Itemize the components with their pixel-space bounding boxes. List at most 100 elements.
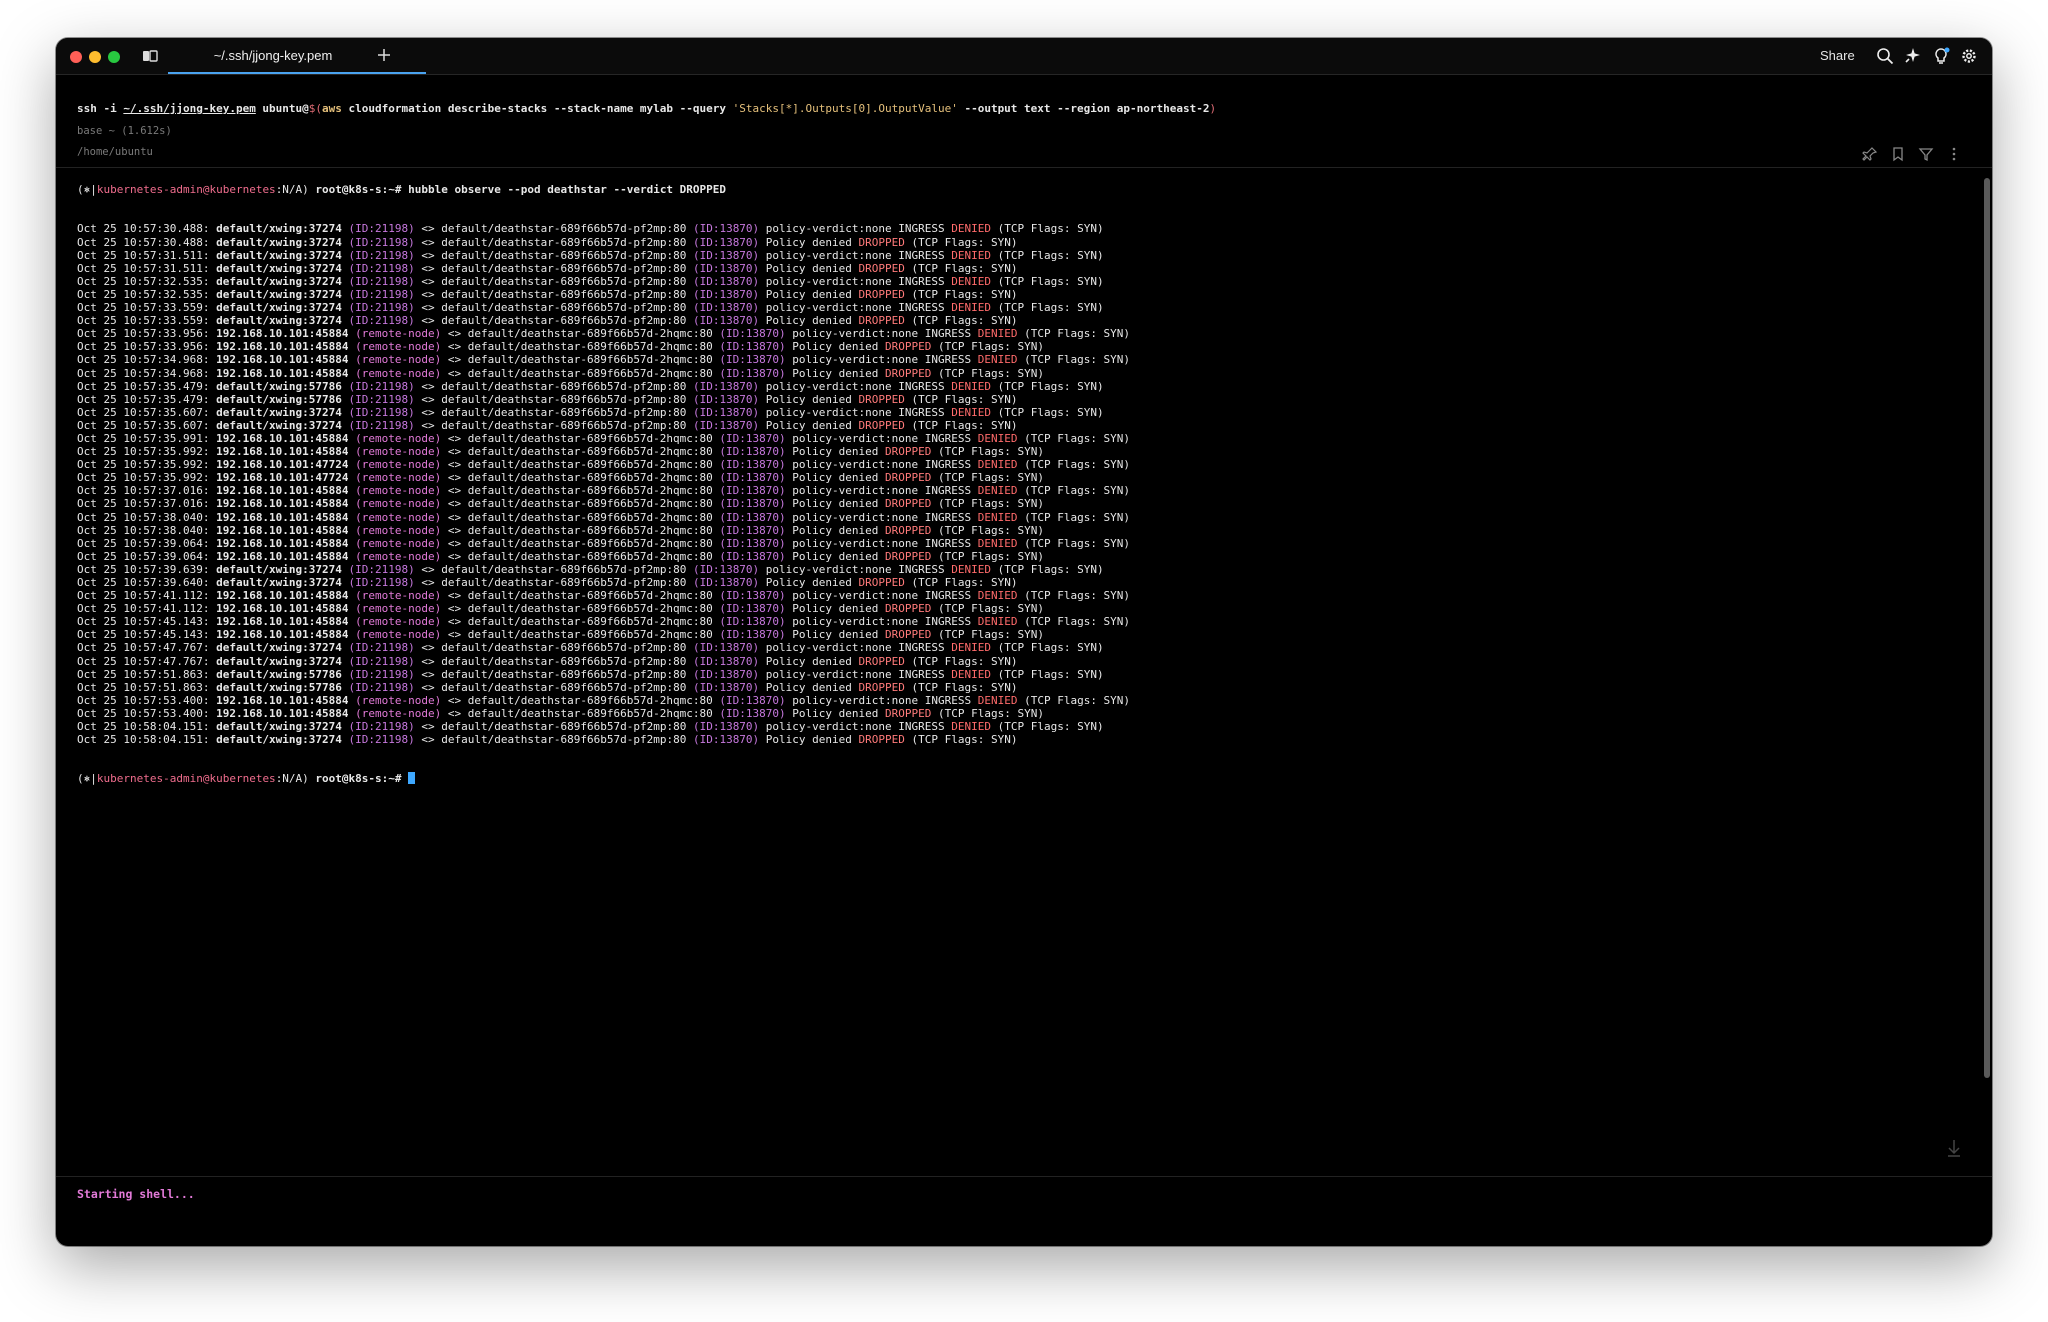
log-source: 192.168.10.101:45884 (216, 340, 349, 354)
log-arrow: <> (441, 471, 468, 485)
log-arrow: <> (441, 602, 468, 616)
log-destination: default/deathstar-689f66b57d-pf2mp:80 (441, 261, 687, 275)
log-arrow: <> (414, 248, 442, 262)
log-flags: (TCP Flags: SYN) (931, 549, 1044, 563)
prompt-line-current[interactable]: (⎈|kubernetes-admin@kubernetes:N/A) root… (77, 772, 1130, 785)
log-line: Oct 25 10:57:53.400: 192.168.10.101:4588… (77, 707, 1130, 720)
log-destination: default/deathstar-689f66b57d-2hqmc:80 (467, 458, 713, 472)
log-line: Oct 25 10:57:35.607: default/xwing:37274… (77, 419, 1130, 432)
new-tab-button[interactable] (374, 46, 394, 66)
pin-icon[interactable] (1862, 146, 1878, 164)
log-verdict: DROPPED (885, 706, 932, 720)
log-destination: default/deathstar-689f66b57d-2hqmc:80 (467, 497, 713, 511)
log-destination: default/deathstar-689f66b57d-pf2mp:80 (441, 274, 687, 288)
more-icon[interactable] (1946, 146, 1962, 164)
log-flags: (TCP Flags: SYN) (991, 720, 1104, 734)
log-flags: (TCP Flags: SYN) (931, 445, 1044, 459)
log-line: Oct 25 10:57:51.863: default/xwing:57786… (77, 681, 1130, 694)
log-verdict-pre: Policy denied (759, 680, 859, 694)
scrollbar[interactable] (1984, 178, 1990, 1078)
log-flags: (TCP Flags: SYN) (991, 667, 1104, 681)
log-line: Oct 25 10:58:04.151: default/xwing:37274… (77, 720, 1130, 733)
log-destination-identity: (ID:13870) (719, 458, 786, 472)
log-source-identity: (remote-node) (355, 706, 442, 720)
log-timestamp: Oct 25 10:57:47.767: (77, 641, 210, 655)
gear-icon[interactable] (1960, 47, 1978, 65)
input-area[interactable] (56, 1176, 1992, 1246)
log-destination: default/deathstar-689f66b57d-2hqmc:80 (467, 615, 713, 629)
log-destination-identity: (ID:13870) (719, 340, 786, 354)
cmd-args: cloudformation describe-stacks --stack-n… (341, 102, 733, 115)
log-timestamp: Oct 25 10:57:45.143: (77, 615, 210, 629)
log-line: Oct 25 10:57:33.559: default/xwing:37274… (77, 314, 1130, 327)
log-verdict: DROPPED (885, 602, 932, 616)
log-line: Oct 25 10:57:35.479: default/xwing:57786… (77, 393, 1130, 406)
log-verdict: DENIED (951, 222, 991, 236)
log-flags: (TCP Flags: SYN) (991, 248, 1104, 262)
log-destination: default/deathstar-689f66b57d-pf2mp:80 (441, 562, 687, 576)
log-source: default/xwing:37274 (216, 641, 342, 655)
prompt-open: (⎈| (77, 183, 97, 197)
log-destination: default/deathstar-689f66b57d-2hqmc:80 (467, 589, 713, 603)
kube-namespace: :N/A) (275, 772, 309, 786)
plus-icon (378, 49, 390, 61)
command-block-ssh[interactable]: base ~ (1.612s) (56, 75, 1992, 168)
log-verdict-pre: policy-verdict:none INGRESS (785, 536, 978, 550)
ssh-command: ssh -i ~/.ssh/jjong-key.pem ubuntu@$(aws… (77, 102, 1216, 115)
prompt-line: (⎈|kubernetes-admin@kubernetes:N/A) root… (77, 183, 1130, 196)
log-verdict-pre: Policy denied (759, 576, 859, 589)
log-timestamp: Oct 25 10:57:35.992: (77, 458, 210, 472)
log-destination: default/deathstar-689f66b57d-2hqmc:80 (467, 549, 713, 563)
log-verdict: DENIED (951, 641, 991, 655)
log-arrow: <> (414, 720, 442, 734)
log-verdict-pre: policy-verdict:none INGRESS (759, 405, 952, 419)
close-window-button[interactable] (70, 51, 82, 63)
log-arrow: <> (414, 654, 442, 668)
log-timestamp: Oct 25 10:57:34.968: (77, 366, 210, 380)
maximize-window-button[interactable] (108, 51, 120, 63)
terminal-output[interactable]: (⎈|kubernetes-admin@kubernetes:N/A) root… (77, 157, 1130, 812)
log-destination-identity: (ID:13870) (692, 301, 760, 315)
log-source: default/xwing:37274 (216, 562, 342, 576)
log-line: Oct 25 10:57:41.112: 192.168.10.101:4588… (77, 589, 1130, 602)
log-destination-identity: (ID:13870) (719, 497, 786, 511)
log-source: 192.168.10.101:45884 (216, 497, 349, 511)
jump-to-bottom-icon[interactable] (1946, 1138, 1962, 1158)
minimize-window-button[interactable] (89, 51, 101, 63)
log-destination: default/deathstar-689f66b57d-2hqmc:80 (467, 340, 713, 354)
log-verdict-pre: policy-verdict:none INGRESS (785, 353, 978, 367)
log-source-identity: (ID:21198) (348, 680, 415, 694)
log-destination: default/deathstar-689f66b57d-pf2mp:80 (441, 680, 687, 694)
panes-icon[interactable] (142, 49, 158, 63)
log-flags: (TCP Flags: SYN) (1017, 510, 1131, 524)
sparkle-icon[interactable] (1904, 47, 1922, 65)
log-arrow: <> (441, 484, 468, 498)
share-button[interactable]: Share (1820, 48, 1855, 63)
log-source-identity: (ID:21198) (348, 235, 415, 249)
log-source-identity: (remote-node) (355, 510, 442, 524)
log-source-identity: (ID:21198) (348, 314, 415, 328)
log-source-identity: (remote-node) (355, 431, 442, 445)
log-line: Oct 25 10:57:47.767: default/xwing:37274… (77, 655, 1130, 668)
log-line: Oct 25 10:57:39.064: 192.168.10.101:4588… (77, 537, 1130, 550)
log-verdict: DENIED (977, 353, 1018, 367)
filter-icon[interactable] (1918, 146, 1934, 164)
log-arrow: <> (441, 549, 468, 563)
log-line: Oct 25 10:57:33.956: 192.168.10.101:4588… (77, 327, 1130, 340)
log-arrow: <> (414, 405, 442, 419)
log-source-identity: (ID:21198) (348, 562, 415, 576)
log-verdict-pre: Policy denied (759, 733, 859, 747)
log-source-identity: (ID:21198) (348, 379, 415, 393)
log-verdict: DENIED (951, 248, 991, 262)
log-flags: (TCP Flags: SYN) (931, 366, 1044, 380)
log-flags: (TCP Flags: SYN) (991, 405, 1104, 419)
cmd-keyfile-link[interactable]: ~/.ssh/jjong-key.pem (123, 102, 256, 115)
log-timestamp: Oct 25 10:57:38.040: (77, 523, 210, 537)
lightbulb-icon[interactable] (1932, 47, 1950, 65)
log-source: 192.168.10.101:45884 (216, 353, 349, 367)
log-destination: default/deathstar-689f66b57d-2hqmc:80 (467, 484, 713, 498)
log-verdict-pre: Policy denied (759, 235, 859, 249)
search-icon[interactable] (1876, 47, 1894, 65)
tab-active[interactable]: ~/.ssh/jjong-key.pem (168, 38, 426, 74)
bookmark-icon[interactable] (1890, 146, 1906, 164)
